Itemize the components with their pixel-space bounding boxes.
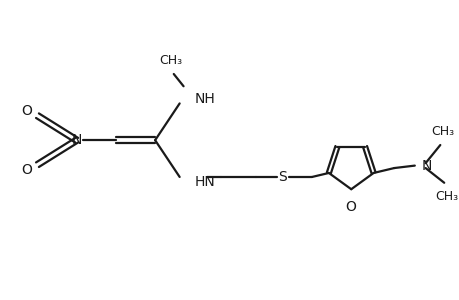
Text: N: N xyxy=(420,159,431,172)
Text: S: S xyxy=(278,170,286,184)
Text: N: N xyxy=(71,133,82,147)
Text: HN: HN xyxy=(194,175,215,189)
Text: NH: NH xyxy=(194,92,215,106)
Text: O: O xyxy=(21,163,32,177)
Text: CH₃: CH₃ xyxy=(434,190,457,202)
Text: CH₃: CH₃ xyxy=(430,125,453,138)
Text: O: O xyxy=(21,104,32,118)
Text: O: O xyxy=(344,200,355,214)
Text: CH₃: CH₃ xyxy=(159,54,183,67)
